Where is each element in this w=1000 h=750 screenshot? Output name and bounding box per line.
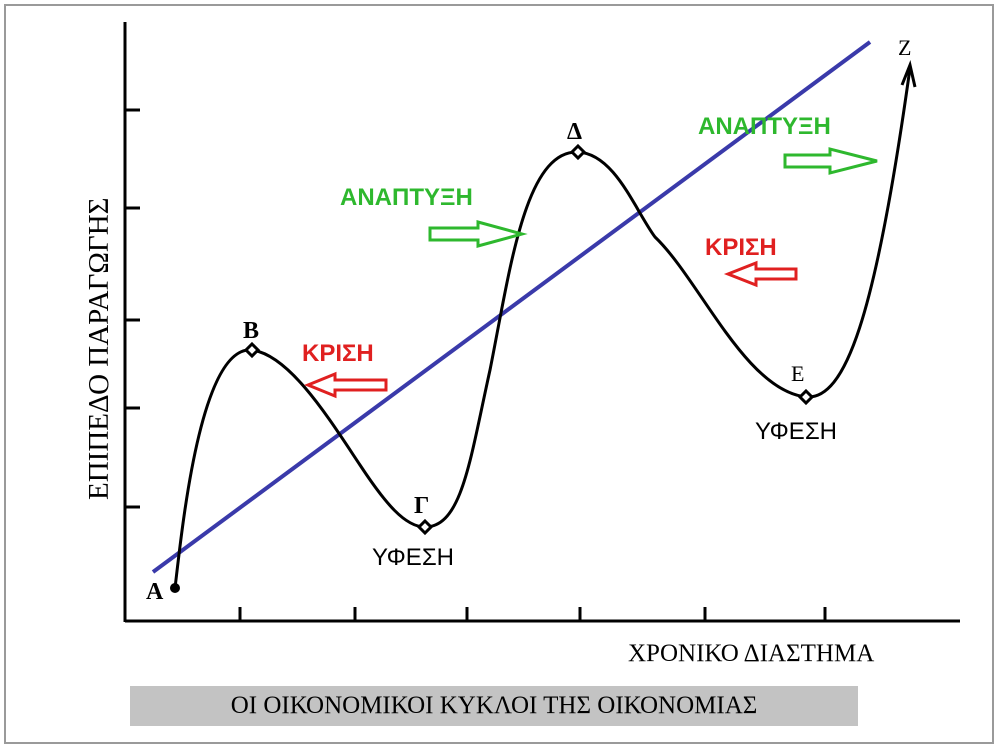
recession-label-2: ΥΦΕΣΗ — [755, 418, 837, 445]
y-axis-label: ΕΠΙΠΕΔΟ ΠΑΡΑΓΩΓΗΣ — [83, 197, 115, 500]
crisis-arrow-2 — [723, 260, 798, 288]
crisis-arrow-1 — [304, 371, 388, 399]
point-a-label: Α — [146, 579, 164, 605]
point-b-marker — [243, 341, 261, 359]
point-a-marker — [170, 583, 180, 593]
recession-label-1: ΥΦΕΣΗ — [372, 544, 454, 571]
growth-arrow-2 — [783, 147, 878, 175]
cycle-curve — [173, 67, 912, 589]
growth-arrow-1 — [428, 220, 528, 248]
point-d-marker — [569, 143, 587, 161]
curve-arrowhead — [900, 59, 917, 88]
x-axis-ticks — [238, 607, 827, 621]
growth-label-1: ΑΝΑΠΤΥΞΗ — [340, 184, 473, 211]
crisis-label-1: ΚΡΙΣΗ — [302, 340, 374, 367]
crisis-label-2: ΚΡΙΣΗ — [705, 234, 777, 261]
point-e-marker — [797, 388, 815, 406]
figure-frame — [4, 4, 994, 744]
point-b-label: Β — [243, 318, 259, 344]
point-z-label: Ζ — [898, 35, 911, 60]
point-d-label: Δ — [567, 119, 582, 145]
point-g-marker — [416, 518, 434, 536]
trend-line — [151, 40, 872, 574]
diagram-caption: ΟΙ ΟΙΚΟΝΟΜΙΚΟΙ ΚΥΚΛΟΙ ΤΗΣ ΟΙΚΟΝΟΜΙΑΣ — [130, 686, 858, 726]
x-axis-label: ΧΡΟΝΙΚΟ ΔΙΑΣΤΗΜΑ — [628, 640, 874, 667]
y-axis-ticks — [125, 108, 140, 509]
point-g-label: Γ — [414, 493, 429, 519]
growth-label-2: ΑΝΑΠΤΥΞΗ — [698, 113, 831, 140]
point-e-label: Ε — [791, 361, 804, 386]
